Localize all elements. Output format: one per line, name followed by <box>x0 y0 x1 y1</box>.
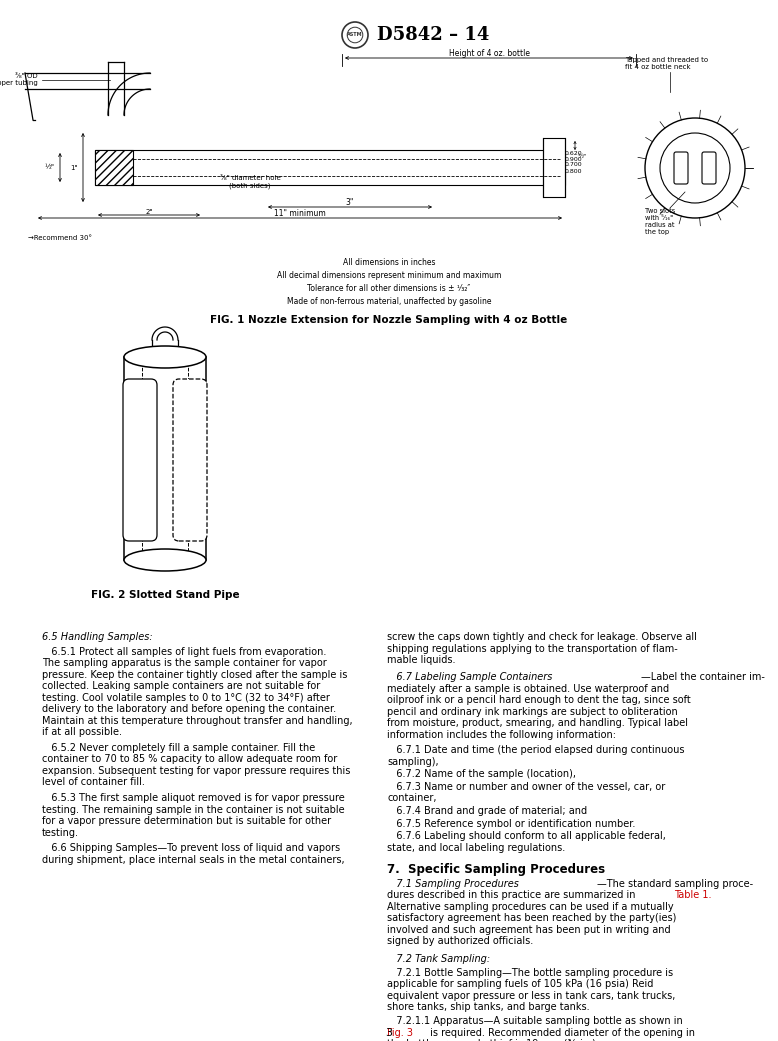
Bar <box>543 138 565 197</box>
Text: pencil and ordinary ink markings are subject to obliteration: pencil and ordinary ink markings are sub… <box>387 707 678 717</box>
Text: 7.2.1.1 ⁣Apparatus⁣—A suitable sampling bottle as shown in: 7.2.1.1 ⁣Apparatus⁣—A suitable sampling … <box>387 1016 683 1026</box>
Text: 6.7.6 Labeling should conform to all applicable federal,: 6.7.6 Labeling should conform to all app… <box>387 831 666 841</box>
Text: D5842 – 14: D5842 – 14 <box>377 26 489 44</box>
Text: shore tanks, ship tanks, and barge tanks.: shore tanks, ship tanks, and barge tanks… <box>387 1002 590 1013</box>
Text: 3: 3 <box>386 1029 392 1038</box>
Text: ³⁄₈" OD
copper tubing: ³⁄₈" OD copper tubing <box>0 74 38 86</box>
Text: dures described in this practice are summarized in: dures described in this practice are sum… <box>387 890 639 900</box>
Text: container to 70 to 85 % capacity to allow adequate room for: container to 70 to 85 % capacity to allo… <box>42 755 337 764</box>
Text: —Label the container im-: —Label the container im- <box>641 672 765 682</box>
Text: FIG. 2 Slotted Stand Pipe: FIG. 2 Slotted Stand Pipe <box>91 590 240 600</box>
Text: oilproof ink or a pencil hard enough to dent the tag, since soft: oilproof ink or a pencil hard enough to … <box>387 695 691 705</box>
Text: 7.2 ⁣Tank Sampling:: 7.2 ⁣Tank Sampling: <box>387 954 490 964</box>
Text: signed by authorized officials.: signed by authorized officials. <box>387 936 533 946</box>
Text: for a vapor pressure determination but is suitable for other: for a vapor pressure determination but i… <box>42 816 331 826</box>
Text: 0.900: 0.900 <box>565 157 583 162</box>
Text: mable liquids.: mable liquids. <box>387 655 455 665</box>
Text: 3": 3" <box>345 198 354 207</box>
Text: Tapped and threaded to
fit 4 oz bottle neck: Tapped and threaded to fit 4 oz bottle n… <box>625 57 708 70</box>
Text: collected. Leaking sample containers are not suitable for: collected. Leaking sample containers are… <box>42 682 321 691</box>
Text: 6.7.4 Brand and grade of material; and: 6.7.4 Brand and grade of material; and <box>387 806 587 816</box>
Text: container,: container, <box>387 793 436 804</box>
Text: 6.5.1 Protect all samples of light fuels from evaporation.: 6.5.1 Protect all samples of light fuels… <box>42 646 327 657</box>
Text: pressure. Keep the container tightly closed after the sample is: pressure. Keep the container tightly clo… <box>42 670 347 680</box>
FancyBboxPatch shape <box>123 379 157 541</box>
Text: ½": ½" <box>45 164 55 171</box>
Text: All decimal dimensions represent minimum and maximum: All decimal dimensions represent minimum… <box>277 271 501 280</box>
Text: Alternative sampling procedures can be used if a mutually: Alternative sampling procedures can be u… <box>387 902 674 912</box>
Ellipse shape <box>124 549 206 572</box>
Text: testing.: testing. <box>42 828 79 838</box>
Text: 0.620: 0.620 <box>565 151 583 156</box>
Text: state, and local labeling regulations.: state, and local labeling regulations. <box>387 842 566 853</box>
Text: Fig. 3: Fig. 3 <box>387 1027 413 1038</box>
Text: 6.7.3 Name or number and owner of the vessel, car, or: 6.7.3 Name or number and owner of the ve… <box>387 782 665 792</box>
Bar <box>95 150 565 185</box>
Text: is required. Recommended diameter of the opening in: is required. Recommended diameter of the… <box>427 1027 695 1038</box>
Text: expansion. Subsequent testing for vapor pressure requires this: expansion. Subsequent testing for vapor … <box>42 766 350 776</box>
Text: ½": ½" <box>578 154 587 159</box>
Text: 0.700: 0.700 <box>565 162 583 167</box>
Text: delivery to the laboratory and before opening the container.: delivery to the laboratory and before op… <box>42 705 336 714</box>
Text: satisfactory agreement has been reached by the party(ies): satisfactory agreement has been reached … <box>387 913 676 923</box>
Text: if at all possible.: if at all possible. <box>42 728 122 737</box>
FancyBboxPatch shape <box>674 152 688 184</box>
Text: 6.6 Shipping Samples—To prevent loss of liquid and vapors: 6.6 Shipping Samples—To prevent loss of … <box>42 843 340 853</box>
Text: level of container fill.: level of container fill. <box>42 778 145 787</box>
Text: 7.  Specific Sampling Procedures: 7. Specific Sampling Procedures <box>387 863 605 877</box>
Bar <box>95 150 133 185</box>
Ellipse shape <box>124 346 206 369</box>
Text: 2": 2" <box>145 209 152 215</box>
Text: Tolerance for all other dimensions is ± ¹⁄₃₂″: Tolerance for all other dimensions is ± … <box>307 284 471 293</box>
Text: 6.5.3 The first sample aliquot removed is for vapor pressure: 6.5.3 The first sample aliquot removed i… <box>42 793 345 803</box>
FancyBboxPatch shape <box>173 379 207 541</box>
Text: 7.1 ⁣Sampling Procedures: 7.1 ⁣Sampling Procedures <box>387 879 519 889</box>
Text: involved and such agreement has been put in writing and: involved and such agreement has been put… <box>387 924 671 935</box>
FancyBboxPatch shape <box>702 152 716 184</box>
Text: screw the caps down tightly and check for leakage. Observe all: screw the caps down tightly and check fo… <box>387 632 697 642</box>
Text: mediately after a sample is obtained. Use waterproof and: mediately after a sample is obtained. Us… <box>387 684 669 693</box>
Text: All dimensions in inches: All dimensions in inches <box>343 258 435 266</box>
Text: Two slots
with ⁵⁄₁₆"
radius at
the top: Two slots with ⁵⁄₁₆" radius at the top <box>645 208 675 235</box>
Text: The sampling apparatus is the sample container for vapor: The sampling apparatus is the sample con… <box>42 659 327 668</box>
Text: 6.5 Handling Samples:: 6.5 Handling Samples: <box>42 632 152 642</box>
Text: 0.800: 0.800 <box>565 169 583 174</box>
Text: 6.7 ⁣Labeling Sample Containers: 6.7 ⁣Labeling Sample Containers <box>387 672 552 682</box>
Text: Height of 4 oz. bottle: Height of 4 oz. bottle <box>448 49 530 58</box>
Text: Made of non-ferrous material, unaffected by gasoline: Made of non-ferrous material, unaffected… <box>287 297 491 306</box>
Text: ASTM: ASTM <box>347 32 363 37</box>
Text: shipping regulations applying to the transportation of flam-: shipping regulations applying to the tra… <box>387 643 678 654</box>
Text: sampling),: sampling), <box>387 757 439 767</box>
Text: testing. The remaining sample in the container is not suitable: testing. The remaining sample in the con… <box>42 805 345 814</box>
Text: →Recommend 30°: →Recommend 30° <box>28 235 92 242</box>
Text: —The standard sampling proce-: —The standard sampling proce- <box>597 879 753 889</box>
Text: Maintain at this temperature throughout transfer and handling,: Maintain at this temperature throughout … <box>42 716 352 726</box>
Text: information includes the following information:: information includes the following infor… <box>387 730 616 740</box>
Text: 7.2.1 ⁣Bottle Sampling⁣—The bottle sampling procedure is: 7.2.1 ⁣Bottle Sampling⁣—The bottle sampl… <box>387 968 673 977</box>
Text: 6.7.1 Date and time (the period elapsed during continuous: 6.7.1 Date and time (the period elapsed … <box>387 745 685 756</box>
Text: 11" minimum: 11" minimum <box>274 209 326 218</box>
Text: 6.7.2 Name of the sample (location),: 6.7.2 Name of the sample (location), <box>387 769 576 780</box>
Text: 1": 1" <box>70 164 78 171</box>
Text: Table 1.: Table 1. <box>674 890 712 900</box>
Text: from moisture, product, smearing, and handling. Typical label: from moisture, product, smearing, and ha… <box>387 718 688 729</box>
Text: testing. Cool volatile samples to 0 to 1°C (32 to 34°F) after: testing. Cool volatile samples to 0 to 1… <box>42 693 330 703</box>
Text: ³⁄₈" diameter hole
(both sides): ³⁄₈" diameter hole (both sides) <box>219 175 280 188</box>
Text: 6.5.2 Never completely fill a sample container. Fill the: 6.5.2 Never completely fill a sample con… <box>42 743 315 753</box>
Text: during shipment, place internal seals in the metal containers,: during shipment, place internal seals in… <box>42 855 345 864</box>
Text: 6.7.5 Reference symbol or identification number.: 6.7.5 Reference symbol or identification… <box>387 818 636 829</box>
Text: the bottle or sample thief is 19 mm (¾ in.).: the bottle or sample thief is 19 mm (¾ i… <box>387 1039 599 1041</box>
Text: FIG. 1 Nozzle Extension for Nozzle Sampling with 4 oz Bottle: FIG. 1 Nozzle Extension for Nozzle Sampl… <box>210 315 568 325</box>
Text: applicable for sampling fuels of 105 kPa (16 psia) Reid: applicable for sampling fuels of 105 kPa… <box>387 980 654 989</box>
Text: equivalent vapor pressure or less in tank cars, tank trucks,: equivalent vapor pressure or less in tan… <box>387 991 675 1001</box>
